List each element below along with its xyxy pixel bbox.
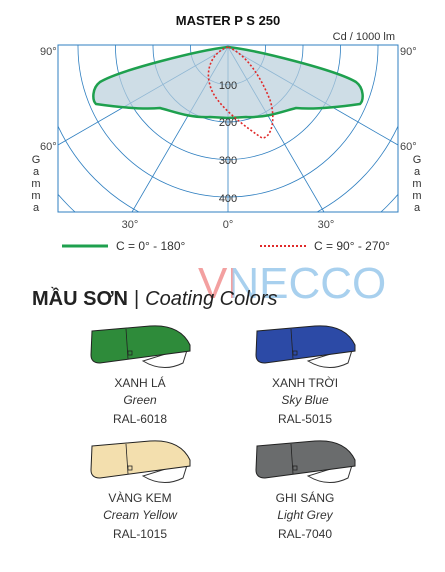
color-name-vi: XANH LÁ <box>114 375 165 390</box>
heading-en: Coating Colors <box>145 288 277 310</box>
angle-label: 60° <box>400 141 417 153</box>
color-name-en: Light Grey <box>277 508 333 522</box>
radial-label: 100 <box>219 80 237 92</box>
legend-label: C = 0° - 180° <box>116 239 186 253</box>
color-name-vi: XANH TRỜI <box>272 375 338 390</box>
color-code: RAL-1015 <box>113 527 167 541</box>
angle-label: 90° <box>40 46 57 58</box>
lamp <box>255 325 356 368</box>
lamp-body <box>255 325 356 364</box>
color-code: RAL-7040 <box>278 527 332 541</box>
legend: C = 0° - 180° C = 90° - 270° <box>62 239 390 253</box>
curve-c90 <box>207 46 274 139</box>
radial-label: 300 <box>219 155 237 167</box>
angle-label: 90° <box>400 46 417 58</box>
axis-label: Gamma <box>411 154 423 214</box>
heading: MẦU SƠN | Coating Colors <box>32 287 277 310</box>
lamp-clip <box>127 350 133 356</box>
lamp-body <box>90 440 191 479</box>
curve-c0 <box>92 45 364 120</box>
radial-label: 400 <box>219 193 237 205</box>
lamp-body <box>90 325 191 364</box>
lamp <box>90 325 191 368</box>
color-name-vi: VÀNG KEM <box>108 490 171 505</box>
color-name-en: Green <box>123 393 157 407</box>
color-name-en: Sky Blue <box>281 393 329 407</box>
lamp-clip <box>292 350 298 356</box>
axis-label: Gamma <box>30 154 42 214</box>
lamp <box>255 440 356 483</box>
lamp-clip <box>127 465 133 471</box>
angle-label: 60° <box>40 141 57 153</box>
angle-label: 0° <box>223 219 234 231</box>
diagram-title: MASTER P S 250 <box>176 13 281 28</box>
color-name-vi: GHI SÁNG <box>276 490 335 505</box>
angle-label: 30° <box>122 219 139 231</box>
heading-sep: | <box>134 288 139 310</box>
radial-label: 200 <box>219 117 237 129</box>
lamp-body <box>255 440 356 479</box>
heading-vi: MẦU SƠN <box>32 287 128 310</box>
color-name-en: Cream Yellow <box>103 508 178 522</box>
color-code: RAL-6018 <box>113 412 167 426</box>
lamp-clip <box>292 465 298 471</box>
watermark: VNECCO <box>198 259 386 308</box>
coating-list: XANH LÁ Green RAL-6018 XANH TRỜI Sky Blue RAL… <box>90 325 356 541</box>
legend-label: C = 90° - 270° <box>314 239 390 253</box>
color-code: RAL-5015 <box>278 412 332 426</box>
lamp <box>90 440 191 483</box>
angle-label: 30° <box>318 219 335 231</box>
unit: Cd / 1000 lm <box>333 31 395 43</box>
